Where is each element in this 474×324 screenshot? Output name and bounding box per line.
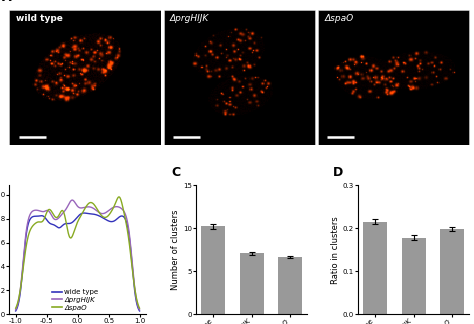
Bar [401,237,426,314]
Text: ΔprgHIJK: ΔprgHIJK [170,14,209,23]
Legend: wide type, ΔprgHIJK, ΔspaO: wide type, ΔprgHIJK, ΔspaO [49,286,101,313]
Bar [440,229,464,314]
Y-axis label: Number of clusters: Number of clusters [171,209,180,290]
Bar [240,253,264,314]
Bar [201,226,225,314]
Bar [278,257,302,314]
Text: C: C [172,166,181,179]
Text: D: D [333,166,344,179]
Y-axis label: Ratio in clusters: Ratio in clusters [330,216,339,284]
Text: wild type: wild type [16,14,63,23]
Bar [363,222,387,314]
Text: ΔspaO: ΔspaO [324,14,353,23]
Text: A: A [2,0,11,4]
